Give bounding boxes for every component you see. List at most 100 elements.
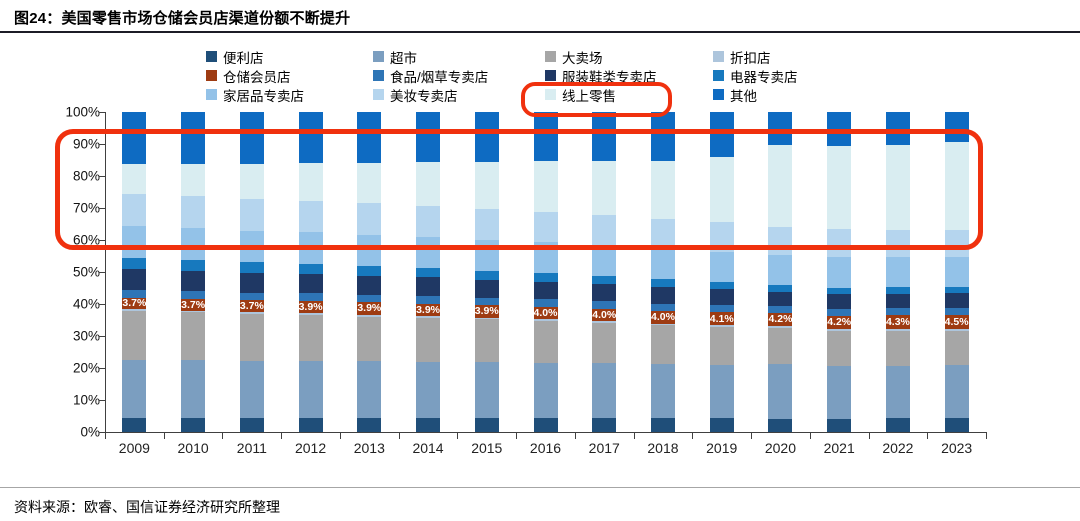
segment-超市-2022: [885, 365, 910, 419]
x-axis-label-2018: 2018: [647, 440, 679, 456]
segment-折扣店-2010: [181, 310, 206, 313]
bar-slot-2009: 3.7%: [105, 112, 164, 432]
segment-超市-2017: [592, 363, 617, 418]
segment-食品/烟草专卖店-2020: [768, 305, 793, 313]
segment-其他-2020: [768, 112, 793, 145]
segment-超市-2016: [533, 362, 558, 418]
highlight-box-online-retail-region: [55, 129, 983, 250]
segment-服装鞋类专卖店-2018: [650, 287, 675, 304]
segment-线上零售-2016: [533, 161, 558, 212]
y-tick-mark: [99, 304, 105, 305]
segment-便利店-2009: [122, 417, 147, 432]
segment-电器专卖店-2013: [357, 265, 382, 276]
y-tick-mark: [99, 400, 105, 401]
segment-家居品专卖店-2009: [122, 225, 147, 258]
segment-大卖场-2017: [592, 322, 617, 364]
legend-swatch-icon: [545, 89, 556, 100]
segment-美妆专卖店-2016: [533, 211, 558, 243]
segment-大卖场-2023: [944, 330, 969, 366]
legend-swatch-icon: [373, 51, 384, 62]
bottom-divider: [0, 487, 1080, 488]
segment-仓储会员店-2018: 4.0%: [650, 310, 675, 324]
y-tick-label: 70%: [72, 200, 100, 216]
legend-label: 电器专卖店: [730, 69, 798, 85]
segment-线上零售-2022: [885, 145, 910, 230]
x-axis-label-2015: 2015: [471, 440, 503, 456]
segment-折扣店-2016: [533, 319, 558, 321]
segment-其他-2016: [533, 112, 558, 162]
segment-折扣店-2012: [298, 313, 323, 315]
data-label-仓储会员店-2011: 3.7%: [239, 299, 264, 312]
y-tick-mark: [99, 336, 105, 337]
segment-便利店-2022: [885, 418, 910, 432]
segment-线上零售-2012: [298, 162, 323, 201]
stacked-bar-2019: 4.1%: [709, 112, 734, 432]
segment-折扣店-2014: [416, 316, 441, 318]
data-label-仓储会员店-2010: 3.7%: [181, 298, 206, 311]
y-tick-label: 10%: [72, 392, 100, 408]
segment-仓储会员店-2017: 4.0%: [592, 308, 617, 322]
segment-其他-2023: [944, 112, 969, 143]
legend-label: 美妆专卖店: [390, 88, 458, 104]
segment-美妆专卖店-2011: [239, 199, 264, 231]
x-axis-label-2022: 2022: [882, 440, 914, 456]
segment-便利店-2018: [650, 417, 675, 432]
legend-swatch-icon: [545, 51, 556, 62]
segment-大卖场-2011: [239, 313, 264, 361]
stacked-bar-2020: 4.2%: [768, 112, 793, 432]
legend-swatch-icon: [373, 89, 384, 100]
figure-title: 图24：美国零售市场仓储会员店渠道份额不断提升: [14, 10, 351, 27]
legend-item-10: 美妆专卖店: [373, 85, 545, 104]
segment-大卖场-2020: [768, 327, 793, 365]
segment-其他-2009: [122, 112, 147, 164]
segment-折扣店-2011: [239, 312, 264, 314]
data-label-仓储会员店-2020: 4.2%: [768, 313, 793, 326]
segment-家居品专卖店-2014: [416, 237, 441, 269]
x-tick-mark: [163, 433, 165, 439]
segment-服装鞋类专卖店-2023: [944, 293, 969, 308]
x-tick-mark: [751, 433, 753, 439]
y-tick-label: 30%: [72, 328, 100, 344]
segment-便利店-2023: [944, 417, 969, 432]
x-tick-mark: [516, 433, 518, 439]
x-tick-mark: [868, 433, 870, 439]
stacked-bar-2015: 3.9%: [474, 112, 499, 432]
bar-slot-2022: 4.3%: [869, 112, 928, 432]
legend-label: 服装鞋类专卖店: [562, 69, 657, 85]
segment-线上零售-2021: [827, 145, 852, 229]
x-tick-mark: [927, 433, 929, 439]
y-tick-mark: [99, 432, 105, 433]
data-label-仓储会员店-2013: 3.9%: [357, 302, 382, 315]
segment-大卖场-2016: [533, 320, 558, 363]
segment-线上零售-2014: [416, 162, 441, 206]
legend-label: 线上零售: [562, 88, 616, 104]
segment-折扣店-2017: [592, 321, 617, 323]
segment-食品/烟草专卖店-2022: [885, 308, 910, 316]
segment-便利店-2010: [181, 417, 206, 432]
chart-legend: 便利店 超市 大卖场 折扣店 仓储会员店 食品/烟草专卖店 服装鞋类专卖店 电器专卖店 家居品专…: [206, 47, 883, 104]
legend-label: 其他: [730, 88, 757, 104]
legend-swatch-icon: [713, 51, 724, 62]
segment-其他-2018: [650, 112, 675, 161]
segment-便利店-2021: [827, 418, 852, 432]
segment-食品/烟草专卖店-2017: [592, 301, 617, 309]
data-label-仓储会员店-2015: 3.9%: [474, 305, 499, 318]
x-tick-mark: [398, 433, 400, 439]
segment-仓储会员店-2014: 3.9%: [416, 303, 441, 317]
bar-slot-2011: 3.7%: [222, 112, 281, 432]
segment-美妆专卖店-2021: [827, 228, 852, 257]
segment-食品/烟草专卖店-2011: [239, 292, 264, 301]
segment-仓储会员店-2009: 3.7%: [122, 297, 147, 310]
segment-服装鞋类专卖店-2015: [474, 279, 499, 298]
stacked-bar-2011: 3.7%: [239, 112, 264, 432]
segment-其他-2013: [357, 112, 382, 163]
data-label-仓储会员店-2017: 4.0%: [592, 308, 617, 321]
segment-家居品专卖店-2023: [944, 257, 969, 288]
y-tick-label: 20%: [72, 360, 100, 376]
segment-其他-2014: [416, 112, 441, 163]
segment-美妆专卖店-2013: [357, 203, 382, 235]
segment-大卖场-2014: [416, 317, 441, 362]
segment-电器专卖店-2018: [650, 279, 675, 288]
segment-超市-2012: [298, 360, 323, 418]
